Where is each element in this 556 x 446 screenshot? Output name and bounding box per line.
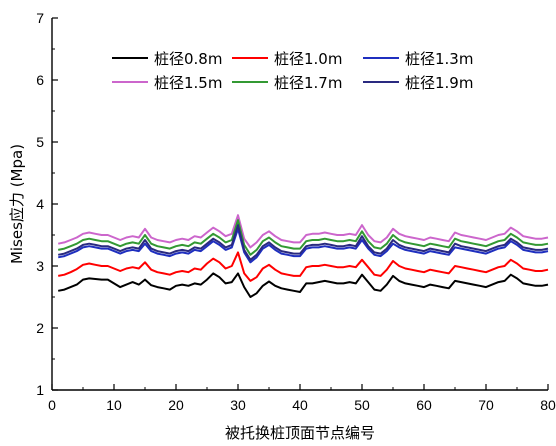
x-tick-label: 60 xyxy=(416,397,432,413)
y-tick-label: 6 xyxy=(36,72,44,88)
y-tick-label: 7 xyxy=(36,10,44,26)
y-tick-label: 1 xyxy=(36,382,44,398)
x-tick-label: 80 xyxy=(540,397,556,413)
x-axis-title: 被托换桩顶面节点编号 xyxy=(225,424,375,442)
legend-label: 桩径1.3m xyxy=(405,50,473,68)
x-tick-label: 20 xyxy=(168,397,184,413)
x-tick-label: 0 xyxy=(48,397,56,413)
y-axis-title: Mises应力 (Mpa) xyxy=(8,144,26,264)
y-tick-label: 5 xyxy=(36,134,44,150)
legend-label: 桩径1.5m xyxy=(154,74,222,92)
y-tick-label: 3 xyxy=(36,258,44,274)
legend-label: 桩径1.0m xyxy=(274,50,342,68)
x-tick-label: 50 xyxy=(354,397,370,413)
series-line-6 xyxy=(58,224,549,261)
legend-label: 桩径1.9m xyxy=(405,74,473,92)
series-line-3 xyxy=(58,227,549,264)
x-tick-label: 40 xyxy=(292,397,308,413)
series-lines xyxy=(57,214,549,298)
legend-label: 桩径1.7m xyxy=(274,74,342,92)
y-tick-label: 2 xyxy=(36,320,44,336)
series-line-2 xyxy=(58,251,549,282)
series-line-1 xyxy=(58,272,549,298)
x-tick-label: 10 xyxy=(106,397,122,413)
series-line-4 xyxy=(57,214,549,249)
x-tick-label: 70 xyxy=(478,397,494,413)
y-tick-label: 4 xyxy=(36,196,44,212)
legend-label: 桩径0.8m xyxy=(154,50,222,68)
axis-ticks: 0 10 20 30 40 50 60 70 80 1 2 3 4 5 6 7 xyxy=(36,10,556,413)
series-line-5 xyxy=(57,219,549,256)
x-tick-label: 30 xyxy=(230,397,246,413)
legend: 桩径0.8m 桩径1.0m 桩径1.3m 桩径1.5m 桩径1.7m 桩径1.9m xyxy=(112,50,473,92)
